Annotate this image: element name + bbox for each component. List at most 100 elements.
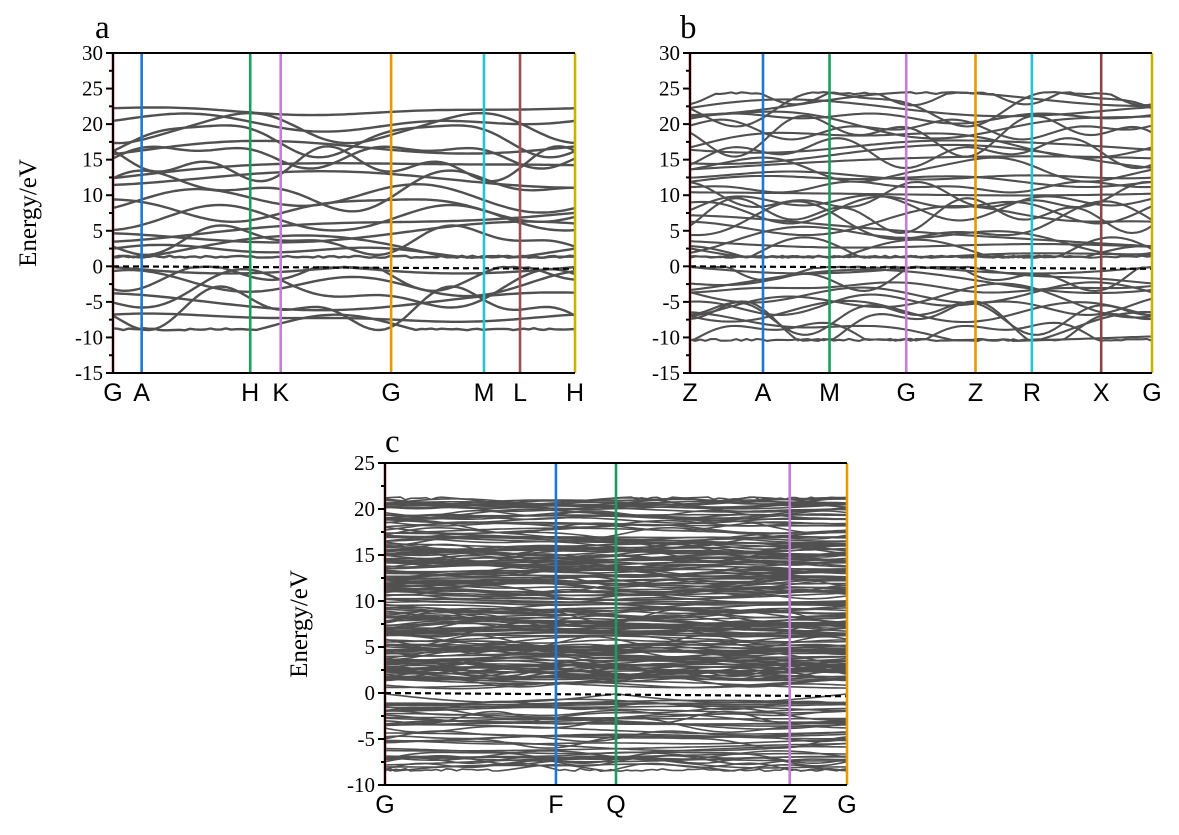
band-line xyxy=(690,281,1152,304)
x-tick-label: H xyxy=(241,379,259,407)
y-tick-label: 25 xyxy=(354,451,375,475)
y-tick-label: -5 xyxy=(86,290,104,314)
bands-a xyxy=(113,106,575,332)
x-tick-label: G xyxy=(103,379,122,407)
y-tick-label: 5 xyxy=(365,635,376,659)
y-tick-label: -15 xyxy=(75,361,103,385)
band-line xyxy=(690,98,1152,118)
x-tick-label: G xyxy=(896,379,915,407)
x-tick-label: X xyxy=(1093,379,1110,407)
y-tick-label: 15 xyxy=(354,543,375,567)
band-line xyxy=(690,200,1152,241)
band-line xyxy=(690,91,1152,128)
band-line xyxy=(113,106,575,117)
y-tick-label: 10 xyxy=(82,183,103,207)
panel-label: a xyxy=(95,10,110,46)
band-line xyxy=(690,180,1152,209)
band-line xyxy=(113,198,575,224)
band-line xyxy=(690,268,1152,295)
x-tick-label: F xyxy=(548,791,563,819)
y-tick-label: 25 xyxy=(659,77,680,101)
band-line xyxy=(690,156,1152,183)
band-line xyxy=(690,180,1152,194)
x-tick-label: G xyxy=(837,791,856,819)
band-line xyxy=(113,243,575,259)
x-tick-label: H xyxy=(566,379,584,407)
y-tick-label: 10 xyxy=(659,183,680,207)
y-tick-label: 15 xyxy=(82,148,103,172)
x-tick-label: Q xyxy=(606,791,625,819)
y-tick-label: -10 xyxy=(75,325,103,349)
x-tick-label: Z xyxy=(782,791,797,819)
y-tick-label: -15 xyxy=(652,361,680,385)
fermi-level-line xyxy=(112,265,576,270)
y-tick-label: -5 xyxy=(663,290,681,314)
band-line xyxy=(113,291,575,312)
band-line xyxy=(113,124,575,159)
band-line xyxy=(113,169,575,189)
band-line xyxy=(113,211,575,243)
band-line xyxy=(690,300,1152,342)
y-tick-label: 25 xyxy=(82,77,103,101)
y-tick-label: -5 xyxy=(358,727,376,751)
band-line xyxy=(690,247,1152,259)
y-tick-label: 5 xyxy=(93,219,104,243)
band-line xyxy=(690,191,1152,197)
band-line xyxy=(690,311,1152,343)
bands-b xyxy=(690,91,1152,343)
x-tick-label: A xyxy=(133,379,150,407)
x-tick-label: R xyxy=(1023,379,1041,407)
y-tick-label: -10 xyxy=(652,325,680,349)
y-tick-label: 0 xyxy=(93,254,104,278)
y-tick-label: 0 xyxy=(670,254,681,278)
band-line xyxy=(690,174,1152,189)
y-tick-label: 0 xyxy=(365,681,376,705)
band-line xyxy=(690,114,1152,158)
band-line xyxy=(113,161,575,180)
y-tick-label: 20 xyxy=(354,497,375,521)
y-tick-label: 10 xyxy=(354,589,375,613)
band-line xyxy=(690,110,1152,140)
band-line xyxy=(690,118,1152,141)
x-tick-label: L xyxy=(513,379,527,407)
y-tick-label: 5 xyxy=(670,219,681,243)
y-tick-label: 30 xyxy=(82,41,103,65)
x-tick-label: G xyxy=(375,791,394,819)
x-tick-label: G xyxy=(381,379,400,407)
band-line xyxy=(690,194,1152,222)
y-tick-label: 15 xyxy=(659,148,680,172)
x-tick-label: Z xyxy=(968,379,983,407)
band-line xyxy=(690,293,1152,316)
panel-label: b xyxy=(680,10,697,46)
band-line xyxy=(690,91,1152,117)
y-axis-label: Energy/eV xyxy=(15,159,42,267)
y-tick-label: 20 xyxy=(659,112,680,136)
band-line xyxy=(113,139,575,156)
y-tick-label: 20 xyxy=(82,112,103,136)
panel-b: Z A M G Z R X G 30 25 20 15 10 5 0 -5 -10 -15 b xyxy=(652,10,1162,407)
y-axis-label: Energy/eV xyxy=(286,570,313,678)
panel-label: c xyxy=(385,424,400,460)
y-tick-label: 30 xyxy=(659,41,680,65)
band-line xyxy=(113,145,575,170)
band-line xyxy=(113,268,575,298)
band-line xyxy=(113,112,575,133)
band-line xyxy=(690,240,1152,249)
fermi-level-line xyxy=(689,265,1153,270)
band-line xyxy=(690,139,1152,154)
band-line xyxy=(113,182,575,214)
band-line xyxy=(113,285,575,332)
band-line xyxy=(113,312,575,323)
band-line xyxy=(690,170,1152,181)
y-tick-label: -10 xyxy=(347,773,375,797)
band-line xyxy=(113,268,575,309)
panel-c: G F Q Z G 25 20 15 10 5 0 -5 -10 Energy/eV c xyxy=(286,424,857,819)
band-line xyxy=(113,111,575,145)
x-tick-label: M xyxy=(819,379,840,407)
band-line xyxy=(690,195,1152,225)
x-tick-label: G xyxy=(1142,379,1161,407)
x-tick-label: A xyxy=(755,379,772,407)
x-tick-label: M xyxy=(474,379,495,407)
band-line xyxy=(690,91,1152,107)
